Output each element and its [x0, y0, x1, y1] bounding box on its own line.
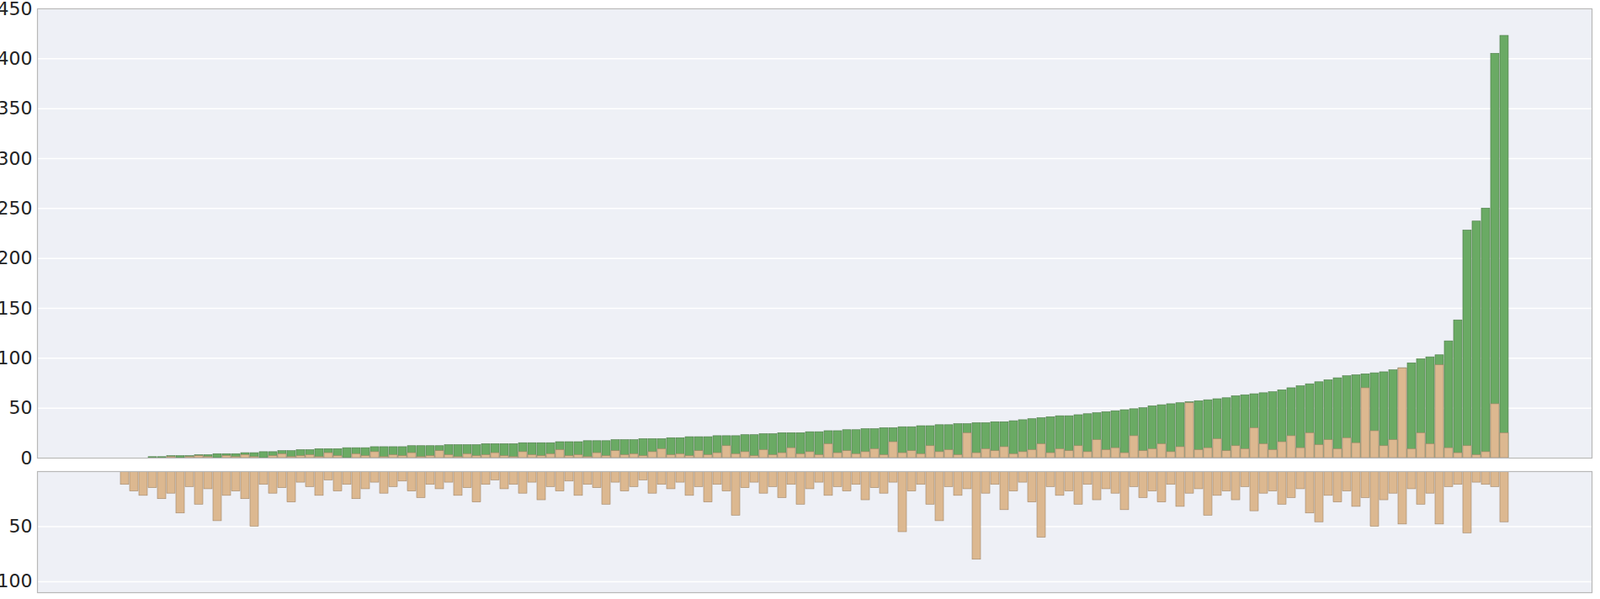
svg-text:250: 250 [0, 197, 33, 219]
svg-text:200: 200 [0, 247, 33, 269]
svg-text:150: 150 [0, 297, 33, 319]
svg-text:450: 450 [0, 0, 33, 20]
svg-text:50: 50 [9, 397, 33, 419]
svg-text:300: 300 [0, 148, 33, 170]
svg-text:100: 100 [0, 347, 33, 369]
svg-text:50: 50 [9, 515, 33, 537]
svg-text:0: 0 [21, 447, 33, 469]
svg-text:350: 350 [0, 97, 33, 119]
svg-text:100: 100 [0, 570, 33, 592]
svg-text:400: 400 [0, 47, 33, 70]
